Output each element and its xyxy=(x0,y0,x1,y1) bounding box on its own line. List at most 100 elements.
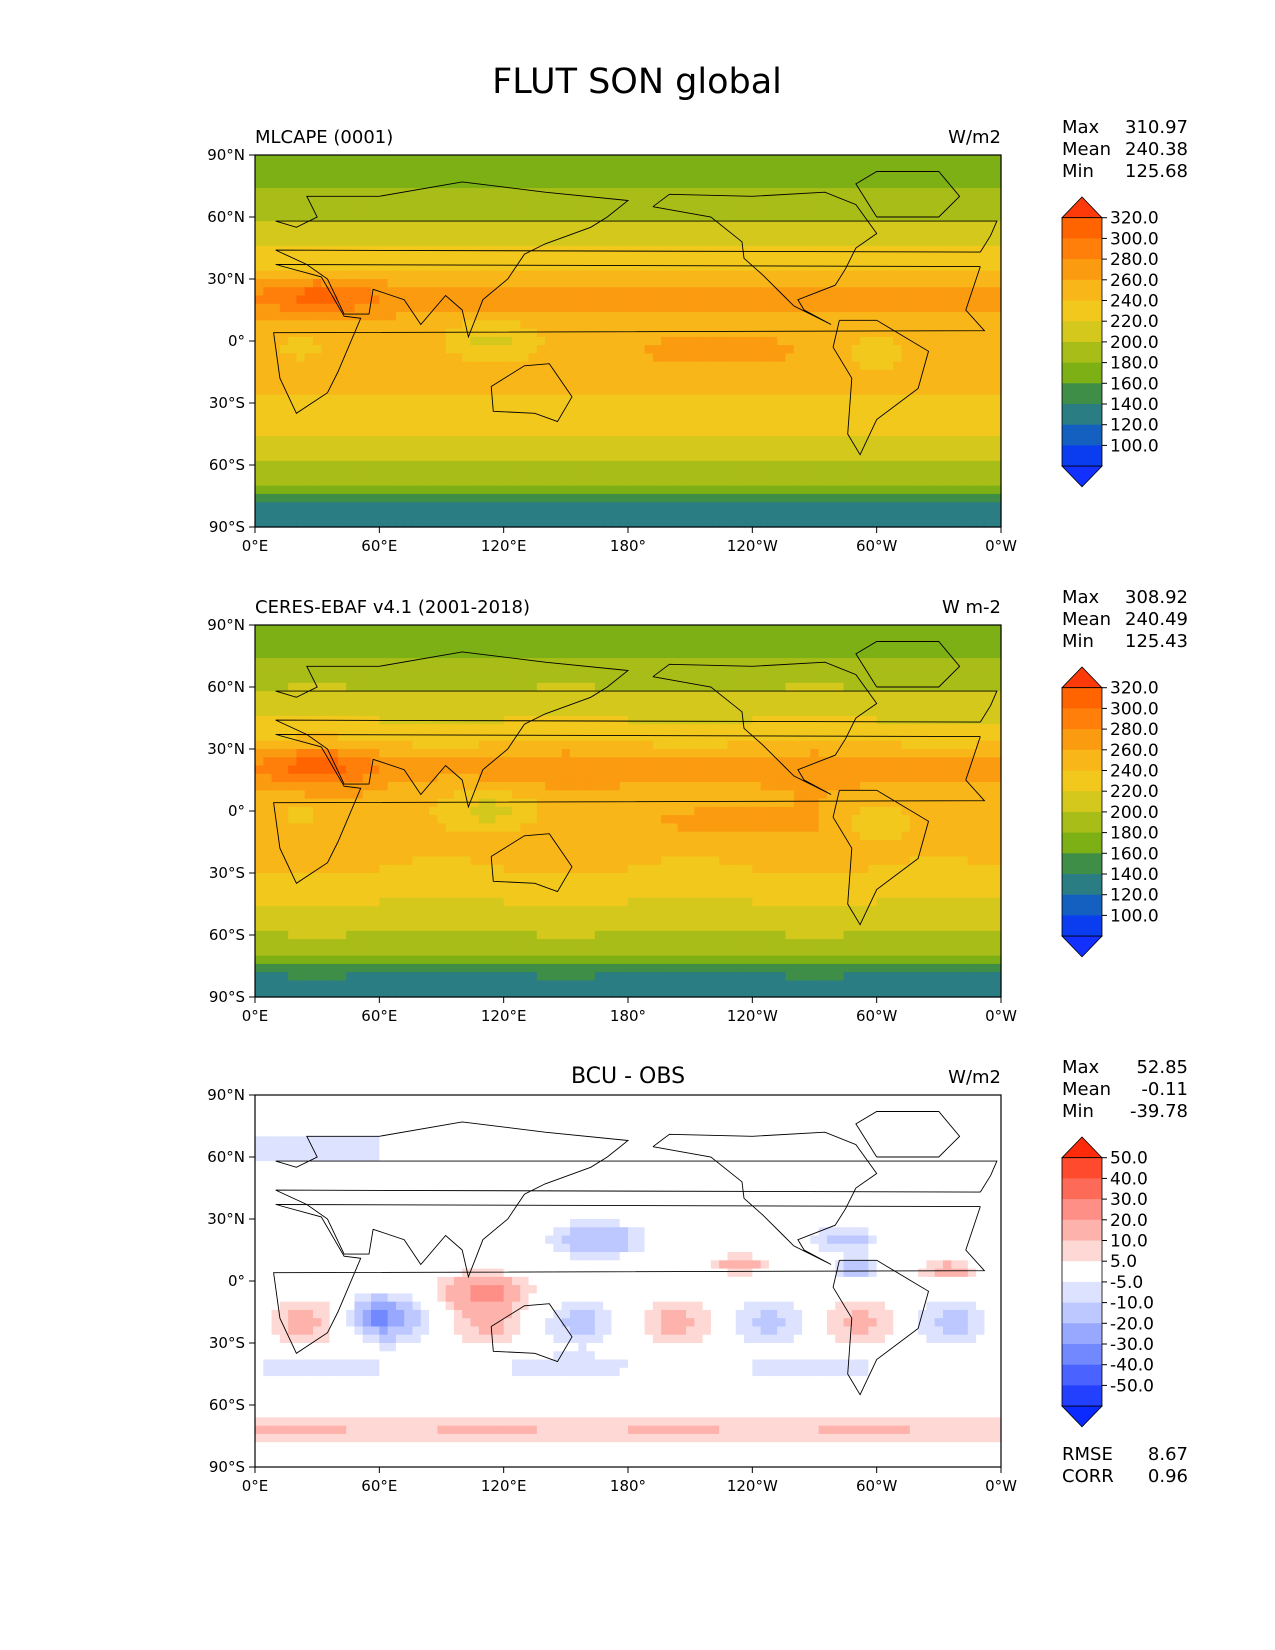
stat-value: 52.85 xyxy=(1136,1057,1188,1078)
colorbar-segment xyxy=(1062,1344,1102,1365)
x-tick-label: 0°E xyxy=(242,1007,269,1025)
stat-value: -39.78 xyxy=(1130,1101,1188,1122)
colorbar-segment xyxy=(1062,1158,1102,1179)
colorbar-extend-min xyxy=(1062,936,1102,957)
y-tick-label: 0° xyxy=(228,802,245,820)
stat-value: 240.49 xyxy=(1125,609,1188,630)
colorbar-label: 260.0 xyxy=(1110,271,1159,291)
x-tick-label: 120°E xyxy=(481,1007,527,1025)
x-tick-label: 0°W xyxy=(985,1477,1017,1495)
colorbar-segment xyxy=(1062,750,1102,771)
x-tick-label: 60°W xyxy=(856,1477,898,1495)
y-tick-label: 60°N xyxy=(207,1148,245,1166)
stat-value: 310.97 xyxy=(1125,117,1188,138)
colorbar-label: 320.0 xyxy=(1110,679,1159,699)
stat-label: Max xyxy=(1062,587,1100,608)
y-tick-label: 30°S xyxy=(209,1334,245,1352)
y-tick-label: 30°N xyxy=(207,1210,245,1228)
x-tick-label: 180° xyxy=(610,1007,646,1025)
colorbar: 320.0300.0280.0260.0240.0220.0200.0180.0… xyxy=(1062,667,1159,957)
colorbar-segment xyxy=(1062,812,1102,833)
colorbar-label: 200.0 xyxy=(1110,333,1159,353)
colorbar-segment xyxy=(1062,1220,1102,1241)
colorbar-label: 20.0 xyxy=(1110,1211,1148,1231)
stat-value: 125.68 xyxy=(1125,161,1188,182)
colorbar-label: 240.0 xyxy=(1110,292,1159,312)
y-tick-label: 90°N xyxy=(207,146,245,164)
colorbar-label: 220.0 xyxy=(1110,782,1159,802)
corr-label: CORR xyxy=(1062,1466,1114,1487)
colorbar-label: 160.0 xyxy=(1110,374,1159,394)
colorbar-label: 300.0 xyxy=(1110,229,1159,249)
stat-value: 308.92 xyxy=(1125,587,1188,608)
colorbar-label: -5.0 xyxy=(1110,1273,1143,1293)
colorbar-segment xyxy=(1062,853,1102,874)
stat-label: Min xyxy=(1062,631,1094,652)
colorbar-segment xyxy=(1062,895,1102,916)
y-tick-label: 90°S xyxy=(209,988,245,1006)
colorbar-segment xyxy=(1062,688,1102,709)
x-tick-label: 0°E xyxy=(242,537,269,555)
colorbar-segment xyxy=(1062,874,1102,895)
colorbar-label: 50.0 xyxy=(1110,1149,1148,1169)
colorbar-segment xyxy=(1062,363,1102,384)
panel-units: W/m2 xyxy=(948,127,1001,148)
colorbar-segment xyxy=(1062,404,1102,425)
colorbar-segment xyxy=(1062,259,1102,280)
colorbar-label: 320.0 xyxy=(1110,209,1159,229)
x-tick-label: 60°E xyxy=(361,1007,397,1025)
colorbar-segment xyxy=(1062,383,1102,404)
panel-units: W/m2 xyxy=(948,1067,1001,1088)
colorbar-extend-max xyxy=(1062,197,1102,218)
colorbar-label: -40.0 xyxy=(1110,1356,1154,1376)
map-field xyxy=(255,1095,1002,1468)
colorbar-segment xyxy=(1062,425,1102,446)
colorbar-segment xyxy=(1062,301,1102,322)
colorbar-segment xyxy=(1062,1365,1102,1386)
y-tick-label: 60°S xyxy=(209,456,245,474)
x-tick-label: 120°E xyxy=(481,537,527,555)
stat-label: Min xyxy=(1062,1101,1094,1122)
map-panel-2: 0°E 60°E 120°E 180° 120°W 60°W 0°W90°N60°N30°N… xyxy=(207,587,1188,1025)
colorbar: 50.040.030.020.010.05.0-5.0-10.0-20.0-30… xyxy=(1062,1137,1154,1427)
colorbar-extend-min xyxy=(1062,466,1102,487)
y-tick-label: 30°N xyxy=(207,740,245,758)
colorbar-segment xyxy=(1062,1178,1102,1199)
colorbar-segment xyxy=(1062,342,1102,363)
colorbar-segment xyxy=(1062,1261,1102,1282)
colorbar-label: -10.0 xyxy=(1110,1294,1154,1314)
colorbar-label: 160.0 xyxy=(1110,844,1159,864)
colorbar-label: 100.0 xyxy=(1110,436,1159,456)
stat-label: Mean xyxy=(1062,139,1111,160)
x-tick-label: 120°E xyxy=(481,1477,527,1495)
colorbar-label: 200.0 xyxy=(1110,803,1159,823)
colorbar-label: 100.0 xyxy=(1110,906,1159,926)
x-tick-label: 60°E xyxy=(361,1477,397,1495)
panel-left-title: MLCAPE (0001) xyxy=(255,127,393,148)
y-tick-label: 30°S xyxy=(209,864,245,882)
colorbar-segment xyxy=(1062,1241,1102,1262)
colorbar-label: 240.0 xyxy=(1110,762,1159,782)
colorbar-segment xyxy=(1062,771,1102,792)
map-panel-3: 0°E 60°E 120°E 180° 120°W 60°W 0°W90°N60°N30°N… xyxy=(207,1057,1188,1495)
colorbar-label: 5.0 xyxy=(1110,1252,1137,1272)
y-tick-label: 60°N xyxy=(207,208,245,226)
stat-label: Mean xyxy=(1062,609,1111,630)
figure-title: FLUT SON global xyxy=(492,62,782,102)
colorbar-segment xyxy=(1062,708,1102,729)
y-tick-label: 30°S xyxy=(209,394,245,412)
stat-label: Min xyxy=(1062,161,1094,182)
stat-value: -0.11 xyxy=(1141,1079,1188,1100)
y-tick-label: 60°S xyxy=(209,926,245,944)
x-tick-label: 60°E xyxy=(361,537,397,555)
colorbar-segment xyxy=(1062,833,1102,854)
y-tick-label: 90°S xyxy=(209,518,245,536)
y-tick-label: 90°N xyxy=(207,616,245,634)
colorbar-label: 300.0 xyxy=(1110,699,1159,719)
colorbar-segment xyxy=(1062,218,1102,239)
colorbar-segment xyxy=(1062,321,1102,342)
y-tick-label: 60°N xyxy=(207,678,245,696)
x-tick-label: 120°W xyxy=(727,537,778,555)
colorbar-label: 10.0 xyxy=(1110,1232,1148,1252)
